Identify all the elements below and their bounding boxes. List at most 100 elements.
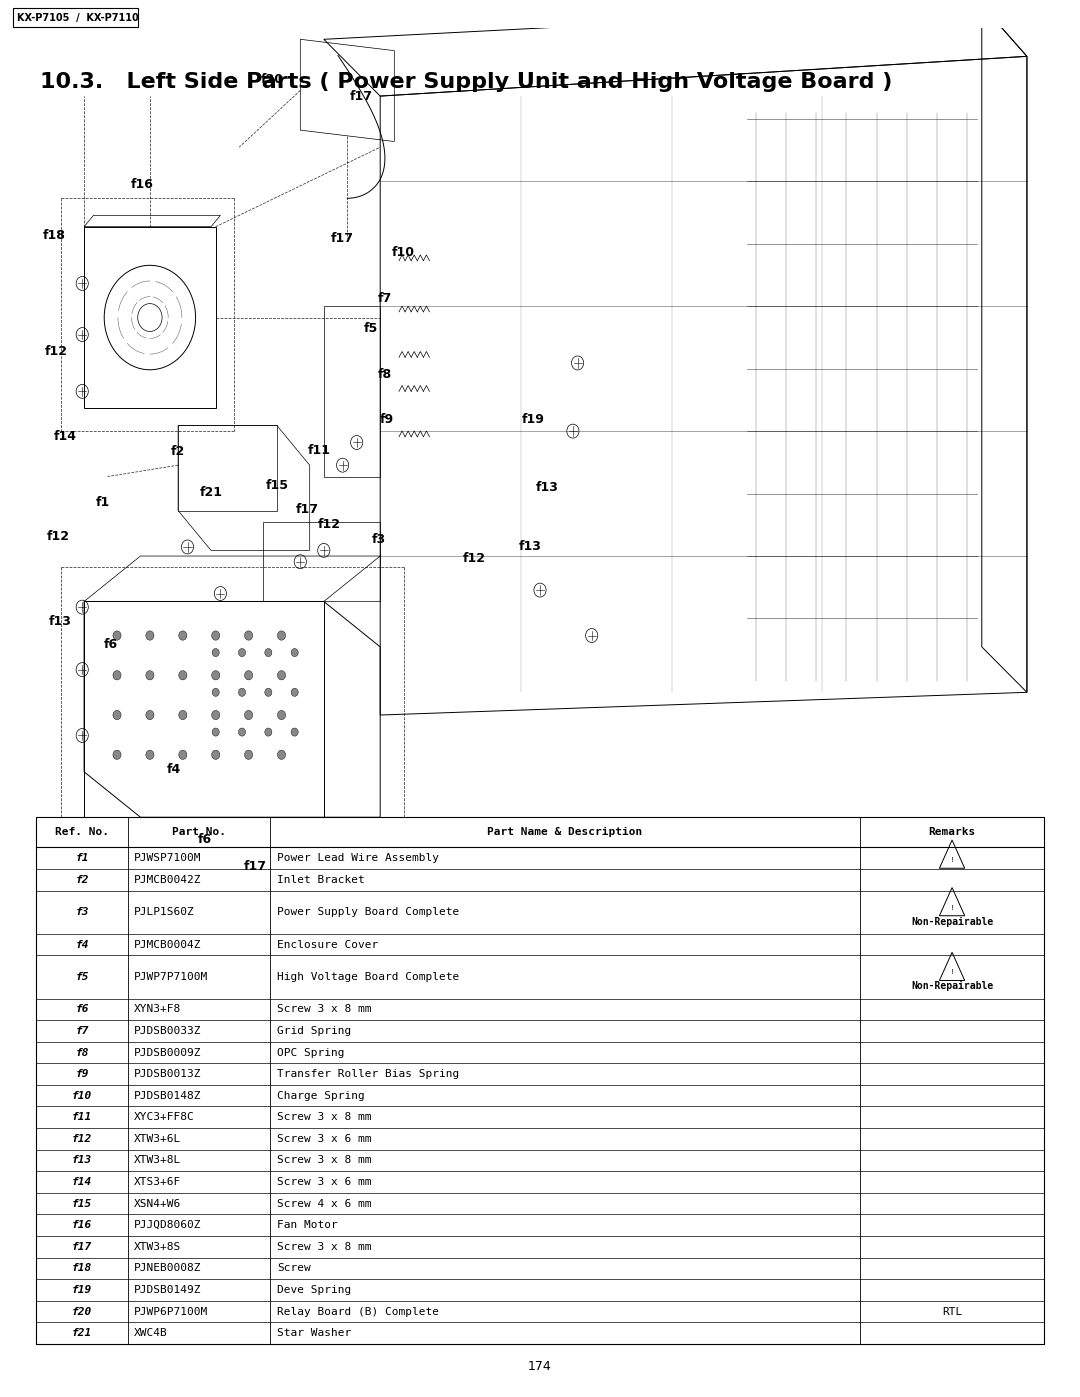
Circle shape <box>212 689 219 696</box>
Text: f4: f4 <box>76 940 89 950</box>
Text: Power Lead Wire Assembly: Power Lead Wire Assembly <box>278 854 440 863</box>
Text: Remarks: Remarks <box>929 827 975 837</box>
Text: Deve Spring: Deve Spring <box>278 1285 351 1295</box>
Text: PJDSB0033Z: PJDSB0033Z <box>134 1025 201 1037</box>
Text: XTW3+6L: XTW3+6L <box>134 1134 181 1144</box>
Text: f19: f19 <box>72 1285 92 1295</box>
Text: f20: f20 <box>260 73 284 85</box>
Circle shape <box>239 648 245 657</box>
Text: f10: f10 <box>72 1091 92 1101</box>
Text: Screw 3 x 8 mm: Screw 3 x 8 mm <box>278 1004 372 1014</box>
Text: f12: f12 <box>72 1134 92 1144</box>
Circle shape <box>178 671 187 680</box>
Text: !: ! <box>950 905 954 911</box>
Text: f2: f2 <box>171 446 186 458</box>
Text: Star Washer: Star Washer <box>278 1329 351 1338</box>
Bar <box>13 8 138 27</box>
Text: f12: f12 <box>44 345 67 358</box>
Circle shape <box>292 728 298 736</box>
Text: f21: f21 <box>200 486 222 499</box>
Circle shape <box>212 728 219 736</box>
Text: f8: f8 <box>76 1048 89 1058</box>
Text: !: ! <box>950 970 954 975</box>
Text: PJWP6P7100M: PJWP6P7100M <box>134 1306 208 1316</box>
Circle shape <box>146 711 154 719</box>
Text: f11: f11 <box>72 1112 92 1122</box>
Text: XWC4B: XWC4B <box>134 1329 167 1338</box>
Text: XYC3+FF8C: XYC3+FF8C <box>134 1112 194 1122</box>
Text: 174: 174 <box>528 1359 552 1373</box>
Text: OPC Spring: OPC Spring <box>278 1048 345 1058</box>
Text: f13: f13 <box>519 541 542 553</box>
Circle shape <box>212 648 219 657</box>
Circle shape <box>113 671 121 680</box>
Text: f12: f12 <box>462 552 486 564</box>
Circle shape <box>178 711 187 719</box>
Circle shape <box>244 671 253 680</box>
Text: XTW3+8L: XTW3+8L <box>134 1155 181 1165</box>
Text: Non-Repairable: Non-Repairable <box>910 916 994 926</box>
Text: PJLP1S60Z: PJLP1S60Z <box>134 907 194 918</box>
Text: PJWSP7100M: PJWSP7100M <box>134 854 201 863</box>
Text: f12: f12 <box>46 531 69 543</box>
Text: Charge Spring: Charge Spring <box>278 1091 365 1101</box>
Text: Screw 4 x 6 mm: Screw 4 x 6 mm <box>278 1199 372 1208</box>
Text: f1: f1 <box>76 854 89 863</box>
Circle shape <box>265 689 272 696</box>
Text: XTW3+8S: XTW3+8S <box>134 1242 181 1252</box>
Text: f17: f17 <box>332 232 354 244</box>
Text: !: ! <box>950 858 954 863</box>
Text: 10.3.   Left Side Parts ( Power Supply Unit and High Voltage Board ): 10.3. Left Side Parts ( Power Supply Uni… <box>40 73 892 92</box>
Circle shape <box>113 750 121 760</box>
Text: f16: f16 <box>131 179 153 191</box>
Text: PJDSB0148Z: PJDSB0148Z <box>134 1091 201 1101</box>
Text: PJDSB0009Z: PJDSB0009Z <box>134 1048 201 1058</box>
Circle shape <box>212 631 219 640</box>
Text: Screw 3 x 6 mm: Screw 3 x 6 mm <box>278 1178 372 1187</box>
Text: PJJQD8060Z: PJJQD8060Z <box>134 1220 201 1231</box>
Text: XYN3+F8: XYN3+F8 <box>134 1004 181 1014</box>
Text: Transfer Roller Bias Spring: Transfer Roller Bias Spring <box>278 1069 459 1078</box>
Text: PJWP7P7100M: PJWP7P7100M <box>134 972 208 982</box>
Text: f14: f14 <box>54 430 77 443</box>
Circle shape <box>178 750 187 760</box>
Text: Fan Motor: Fan Motor <box>278 1220 338 1231</box>
Text: f3: f3 <box>76 907 89 918</box>
Text: f2: f2 <box>76 875 89 884</box>
Text: f17: f17 <box>350 89 373 102</box>
Text: f6: f6 <box>104 638 118 651</box>
Text: f8: f8 <box>378 367 392 381</box>
Text: f20: f20 <box>72 1306 92 1316</box>
Circle shape <box>178 631 187 640</box>
Text: f6: f6 <box>76 1004 89 1014</box>
Text: Enclosure Cover: Enclosure Cover <box>278 940 378 950</box>
Text: XTS3+6F: XTS3+6F <box>134 1178 181 1187</box>
Circle shape <box>146 631 154 640</box>
Text: f18: f18 <box>72 1263 92 1274</box>
Text: f14: f14 <box>72 1178 92 1187</box>
Text: f9: f9 <box>380 414 394 426</box>
Text: f18: f18 <box>42 229 66 242</box>
Circle shape <box>265 728 272 736</box>
Text: f9: f9 <box>76 1069 89 1078</box>
Text: f17: f17 <box>72 1242 92 1252</box>
Text: f17: f17 <box>244 859 267 873</box>
Text: RTL: RTL <box>942 1306 962 1316</box>
Text: f13: f13 <box>50 616 72 629</box>
Circle shape <box>278 631 285 640</box>
Circle shape <box>146 750 154 760</box>
Bar <box>36 817 1044 1344</box>
Circle shape <box>278 750 285 760</box>
Circle shape <box>244 750 253 760</box>
Text: f13: f13 <box>536 482 559 495</box>
Text: f15: f15 <box>72 1199 92 1208</box>
Text: Screw 3 x 6 mm: Screw 3 x 6 mm <box>278 1134 372 1144</box>
Text: f5: f5 <box>76 972 89 982</box>
Text: f12: f12 <box>318 518 341 531</box>
Circle shape <box>278 671 285 680</box>
Circle shape <box>113 631 121 640</box>
Circle shape <box>292 689 298 696</box>
Circle shape <box>244 711 253 719</box>
Text: f4: f4 <box>166 763 180 777</box>
Circle shape <box>212 711 219 719</box>
